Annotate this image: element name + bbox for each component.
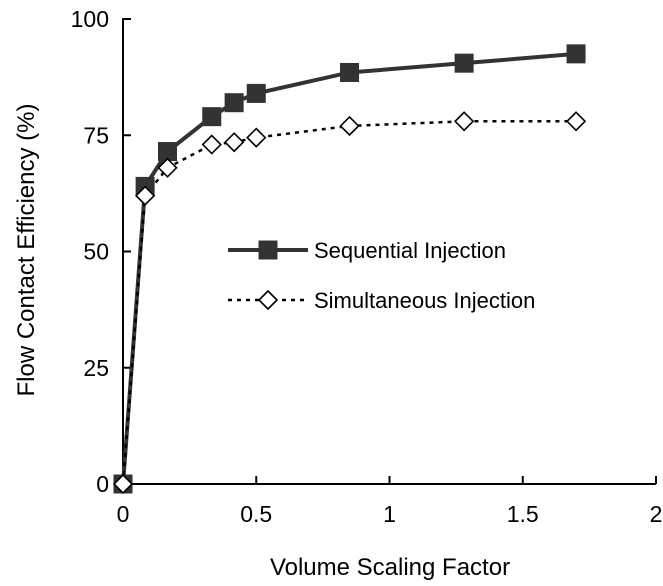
y-axis-label: Flow Contact Efficiency (%): [13, 104, 40, 397]
legend-label: Sequential Injection: [314, 238, 506, 263]
data-point-diamond: [257, 289, 279, 311]
y-tick-label: 75: [83, 122, 109, 148]
data-point-diamond: [565, 111, 587, 132]
x-tick-label: 1.5: [507, 501, 539, 527]
y-tick-label: 25: [83, 355, 109, 381]
data-point-square: [454, 53, 474, 73]
data-point-diamond: [453, 111, 475, 132]
data-point-diamond: [201, 134, 222, 155]
data-point-diamond: [134, 185, 156, 206]
data-point-diamond: [246, 127, 267, 148]
data-point-square: [566, 44, 586, 64]
x-tick-label: 0: [117, 501, 130, 527]
x-tick-label: 2: [650, 501, 663, 527]
data-point-diamond: [339, 115, 360, 137]
data-point-diamond: [157, 157, 178, 178]
x-tick-label: 0.5: [240, 501, 272, 527]
data-point-square: [224, 93, 244, 113]
data-point-square: [202, 107, 222, 127]
x-tick-label: 1: [383, 501, 396, 527]
series-layer: [112, 44, 587, 495]
data-point-square: [340, 62, 360, 82]
legend-label: Simultaneous Injection: [314, 288, 535, 313]
data-point-diamond: [112, 473, 134, 495]
data-point-square: [258, 240, 278, 260]
y-tick-label: 0: [96, 471, 109, 497]
data-point-square: [246, 83, 266, 103]
data-point-diamond: [223, 132, 245, 153]
legend: Sequential Injection Simultaneous Injecti…: [228, 238, 535, 313]
x-axis-label: Volume Scaling Factor: [270, 554, 510, 581]
axes: 0 25 50 75 100 0 0.5 1 1.5 2: [71, 6, 663, 527]
y-tick-label: 50: [83, 239, 109, 265]
y-tick-label: 100: [71, 6, 109, 32]
